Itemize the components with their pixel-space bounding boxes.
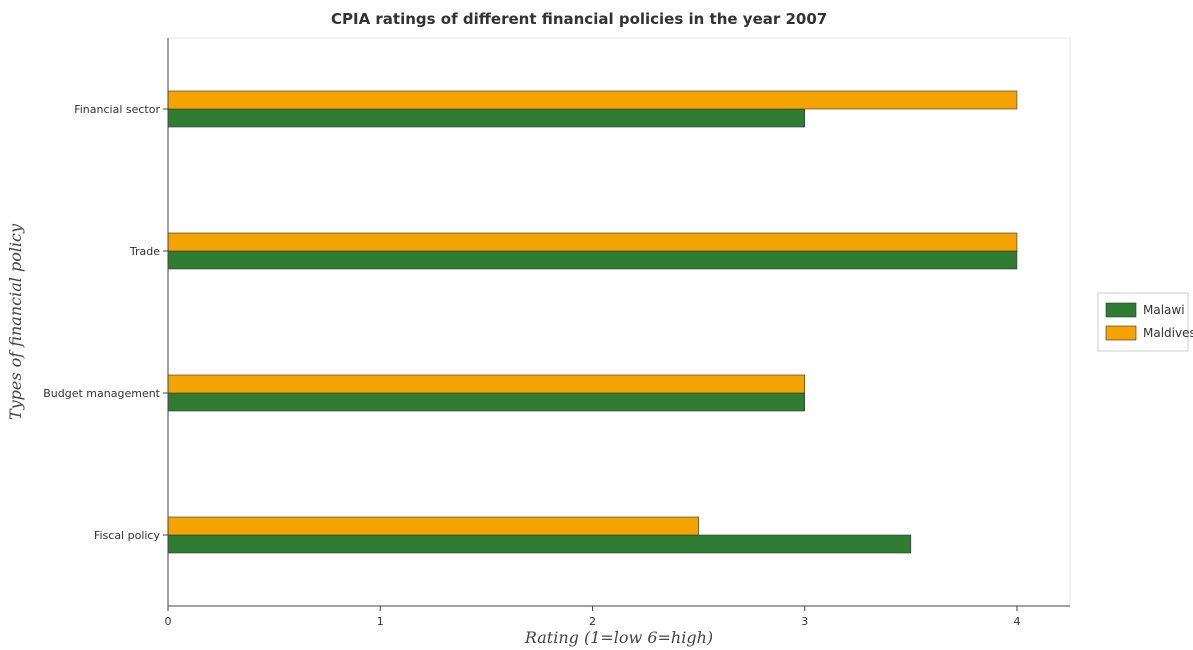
y-tick-label: Financial sector (74, 103, 160, 116)
legend-swatch-maldives (1105, 325, 1137, 341)
bar-malawi-budget-management (167, 392, 806, 412)
x-tick-label: 0 (165, 615, 172, 628)
bar-maldives-budget-management (167, 374, 806, 394)
legend-swatch-malawi (1105, 302, 1137, 318)
x-tick-label: 4 (1013, 615, 1020, 628)
bar-malawi-financial-sector (167, 108, 806, 128)
chart-title: CPIA ratings of different financial poli… (331, 10, 827, 28)
y-tick-label: Fiscal policy (94, 529, 161, 542)
y-tick-label: Budget management (43, 387, 160, 400)
legend-box (1097, 292, 1189, 352)
y-tick-label: Trade (129, 245, 160, 258)
bar-malawi-fiscal-policy (167, 534, 912, 554)
x-axis-label: Rating (1=low 6=high) (524, 628, 713, 647)
x-ticks: 0 1 2 3 4 (165, 606, 1020, 628)
x-tick-label: 3 (801, 615, 808, 628)
legend-label-malawi: Malawi (1143, 303, 1185, 317)
bar-malawi-trade (167, 250, 1018, 270)
y-axis-label: Types of financial policy (6, 223, 25, 420)
x-tick-label: 1 (377, 615, 384, 628)
x-tick-label: 2 (589, 615, 596, 628)
bar-maldives-trade (167, 232, 1018, 252)
bar-maldives-fiscal-policy (167, 516, 699, 536)
bars (167, 90, 1018, 554)
legend: Malawi Maldives (1097, 292, 1193, 352)
y-ticks: Financial sector Trade Budget management Fi… (43, 103, 168, 542)
bar-maldives-financial-sector (167, 90, 1018, 110)
legend-label-maldives: Maldives (1143, 326, 1193, 340)
